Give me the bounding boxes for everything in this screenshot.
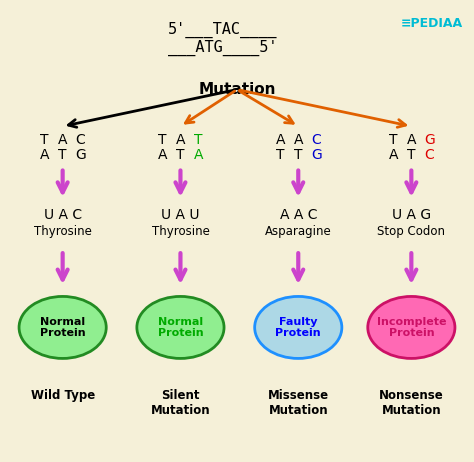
Text: A: A [275,133,285,147]
Text: ≡PEDIAA: ≡PEDIAA [401,18,463,30]
Text: Wild Type: Wild Type [30,389,95,402]
Text: 5'___TAC____: 5'___TAC____ [168,22,278,38]
Text: Normal
Protein: Normal Protein [40,316,85,338]
Text: T: T [194,133,202,147]
Text: A: A [58,133,67,147]
Text: A: A [158,148,167,162]
Text: T: T [176,148,185,162]
Text: U A U: U A U [161,208,200,222]
Text: G: G [75,148,86,162]
Text: Missense
Mutation: Missense Mutation [268,389,329,418]
Text: T: T [276,148,284,162]
Text: T: T [158,133,167,147]
Ellipse shape [137,297,224,359]
Text: Thyrosine: Thyrosine [34,225,91,237]
Text: T: T [40,133,49,147]
Text: T: T [389,133,398,147]
Text: T: T [407,148,416,162]
Text: C: C [424,148,434,162]
Text: Silent
Mutation: Silent Mutation [151,389,210,418]
Text: A: A [193,148,203,162]
Text: U A C: U A C [44,208,82,222]
Text: Normal
Protein: Normal Protein [158,316,203,338]
Text: U A G: U A G [392,208,431,222]
Text: Stop Codon: Stop Codon [377,225,446,237]
Text: G: G [311,148,321,162]
Text: Thyrosine: Thyrosine [152,225,210,237]
Ellipse shape [19,297,106,359]
Ellipse shape [255,297,342,359]
Text: G: G [424,133,435,147]
Text: A: A [293,133,303,147]
Text: A: A [407,133,416,147]
Text: Asparagine: Asparagine [265,225,332,237]
Ellipse shape [368,297,455,359]
Text: T: T [58,148,67,162]
Text: Nonsense
Mutation: Nonsense Mutation [379,389,444,418]
Text: C: C [76,133,85,147]
Text: ___ATG____5': ___ATG____5' [168,40,278,56]
Text: A: A [176,133,185,147]
Text: Mutation: Mutation [198,82,276,97]
Text: A: A [389,148,398,162]
Text: Faulty
Protein: Faulty Protein [275,316,321,338]
Text: T: T [294,148,302,162]
Text: C: C [311,133,321,147]
Text: A: A [40,148,49,162]
Text: A A C: A A C [280,208,317,222]
Text: Incomplete
Protein: Incomplete Protein [377,316,446,338]
